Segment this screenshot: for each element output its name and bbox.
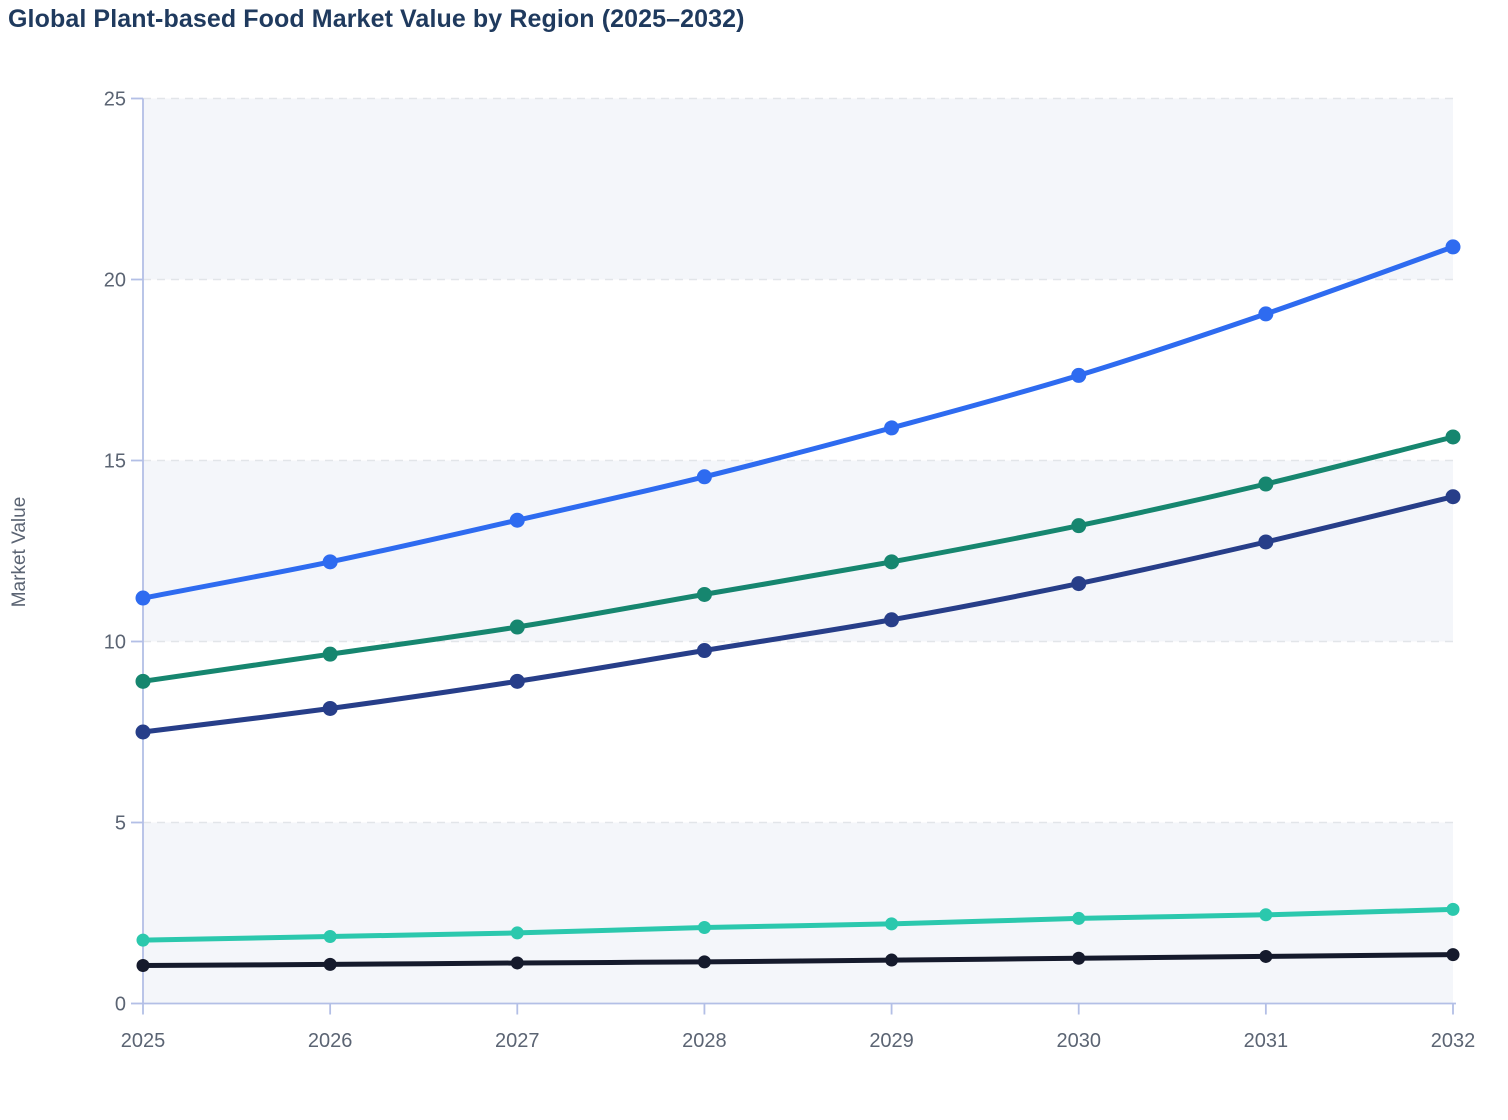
data-point-teal-line-2028	[697, 920, 711, 934]
data-point-green-line-2027	[509, 619, 525, 635]
data-point-green-line-2032	[1445, 429, 1461, 445]
x-tick-label: 2031	[1244, 1030, 1289, 1052]
y-tick-label: 20	[104, 270, 126, 292]
data-point-green-line-2031	[1258, 476, 1274, 492]
data-point-black-line-2030	[1072, 951, 1086, 965]
data-point-teal-line-2029	[885, 917, 899, 931]
data-point-black-line-2026	[323, 957, 337, 971]
data-point-navy-line-2028	[696, 643, 712, 659]
data-point-navy-line-2030	[1071, 576, 1087, 592]
series-line-blue-line	[140, 244, 1456, 601]
x-tick-label: 2032	[1431, 1030, 1476, 1052]
data-point-blue-line-2029	[884, 420, 900, 436]
data-point-green-line-2030	[1071, 518, 1087, 534]
data-point-navy-line-2031	[1258, 534, 1274, 550]
data-point-navy-line-2026	[322, 700, 338, 716]
data-point-blue-line-2026	[322, 554, 338, 570]
data-point-navy-line-2029	[884, 612, 900, 628]
x-tick-label: 2025	[121, 1030, 166, 1052]
x-tick-label: 2029	[869, 1030, 914, 1052]
data-point-black-line-2025	[136, 958, 150, 972]
data-point-green-line-2028	[696, 586, 712, 602]
data-point-blue-line-2027	[509, 512, 525, 528]
y-tick-label: 0	[115, 994, 126, 1016]
x-tick-label: 2027	[495, 1030, 540, 1052]
data-point-blue-line-2031	[1258, 306, 1274, 322]
y-tick-label: 10	[104, 632, 126, 654]
data-point-green-line-2025	[135, 673, 151, 689]
x-tick-label: 2026	[308, 1030, 353, 1052]
x-tick-label: 2030	[1056, 1030, 1101, 1052]
y-tick-label: 25	[104, 89, 126, 111]
data-point-green-line-2029	[884, 554, 900, 570]
data-point-teal-line-2026	[323, 930, 337, 944]
data-point-black-line-2028	[697, 955, 711, 969]
data-point-teal-line-2030	[1072, 911, 1086, 925]
data-point-teal-line-2031	[1259, 908, 1273, 922]
data-point-navy-line-2032	[1445, 489, 1461, 505]
data-point-blue-line-2028	[696, 469, 712, 485]
data-point-black-line-2029	[885, 953, 899, 967]
data-point-navy-line-2027	[509, 673, 525, 689]
x-tick-label: 2028	[682, 1030, 727, 1052]
y-tick-label: 15	[104, 451, 126, 473]
data-point-black-line-2032	[1446, 948, 1460, 962]
data-point-teal-line-2025	[136, 933, 150, 947]
data-point-teal-line-2032	[1446, 902, 1460, 916]
series-line-navy-line	[140, 494, 1456, 735]
data-point-blue-line-2025	[135, 590, 151, 606]
data-point-teal-line-2027	[510, 926, 524, 940]
chart-title: Global Plant-based Food Market Value by …	[8, 5, 745, 33]
plot-band	[143, 98, 1453, 280]
data-point-black-line-2027	[510, 956, 524, 970]
data-point-navy-line-2025	[135, 724, 151, 740]
data-point-blue-line-2032	[1445, 239, 1461, 255]
data-point-blue-line-2030	[1071, 367, 1087, 383]
series-line-green-line	[140, 434, 1456, 684]
data-point-black-line-2031	[1259, 949, 1273, 963]
data-point-green-line-2026	[322, 646, 338, 662]
series-line-black-line	[140, 952, 1456, 968]
series-line-teal-line	[140, 906, 1456, 943]
y-tick-label: 5	[115, 813, 126, 835]
